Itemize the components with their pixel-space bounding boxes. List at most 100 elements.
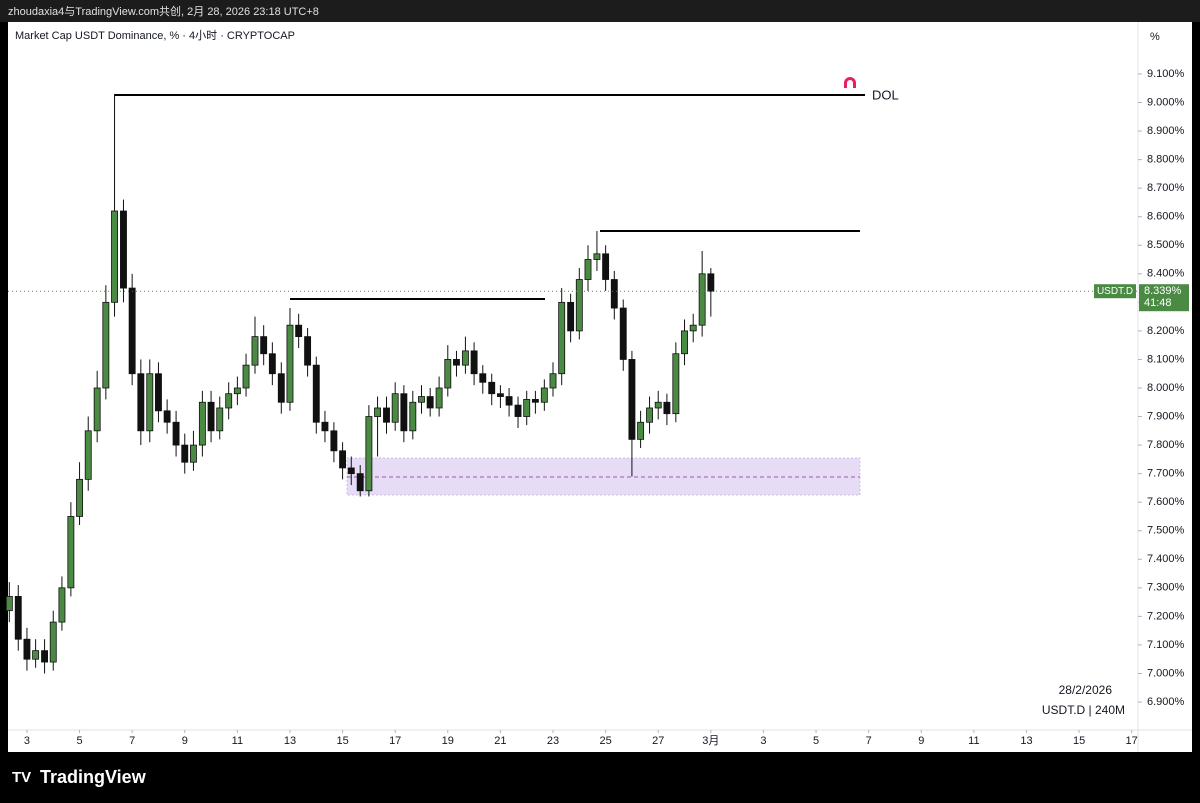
candle-body	[374, 407, 382, 417]
price-badge	[1139, 284, 1189, 312]
candle-body	[14, 595, 22, 640]
footer-logo: TV	[12, 769, 31, 786]
candle-body	[225, 393, 233, 409]
y-tick-label: 7.200%	[1147, 610, 1185, 622]
x-tick-label: 11	[232, 735, 243, 747]
candle-body	[172, 421, 180, 446]
x-tick-label: 17	[389, 735, 401, 747]
x-tick-label: 13	[1020, 735, 1032, 747]
interval-label: USDT.D | 240M	[1042, 703, 1125, 717]
candle-body	[681, 330, 688, 355]
x-tick-label: 11	[968, 735, 979, 747]
y-tick-label: 8.800%	[1147, 154, 1185, 166]
x-tick-label: 23	[547, 735, 559, 747]
y-tick-label: 8.900%	[1147, 125, 1185, 137]
candle-body	[260, 336, 268, 355]
candle-body	[84, 430, 92, 480]
candle-body	[514, 404, 522, 417]
candle-body	[663, 401, 671, 415]
x-tick-label: 15	[336, 735, 348, 747]
candle-body	[610, 279, 618, 309]
y-tick-label: 8.500%	[1147, 239, 1185, 251]
candle-body	[277, 373, 285, 403]
y-tick-label: 7.300%	[1147, 582, 1185, 594]
y-tick-label: 8.000%	[1147, 382, 1185, 394]
x-tick-label: 9	[918, 735, 924, 747]
candle-body	[295, 324, 303, 338]
x-tick-label: 13	[284, 735, 296, 747]
candle-body	[128, 287, 136, 375]
candle-body	[198, 401, 206, 446]
y-tick-label: 7.900%	[1147, 410, 1185, 422]
candle-body	[207, 401, 215, 432]
y-tick-label: 9.000%	[1147, 96, 1185, 108]
candle-body	[531, 399, 539, 403]
candle-body	[654, 401, 662, 409]
candle-body	[356, 473, 364, 492]
candle-body	[41, 650, 49, 663]
candle-body	[505, 396, 513, 406]
candle-body	[216, 407, 224, 432]
candle-body	[163, 410, 171, 423]
candle-body	[426, 396, 434, 409]
candle-body	[146, 373, 154, 432]
candle-body	[558, 301, 566, 375]
candle-body	[637, 421, 645, 440]
candle-body	[619, 307, 627, 360]
y-tick-label: 7.100%	[1147, 639, 1185, 651]
symbol-label: USDT.D	[1097, 286, 1133, 297]
candle-body	[602, 253, 610, 280]
chart-title: Market Cap USDT Dominance, % · 4小时 · CRY…	[15, 29, 295, 42]
candle-body	[409, 401, 417, 432]
candle-body	[689, 324, 697, 332]
footer-bar	[0, 752, 1200, 803]
y-tick-label: 9.100%	[1147, 68, 1185, 80]
y-tick-label: 7.500%	[1147, 525, 1185, 537]
candle-body	[304, 336, 312, 366]
candle-body	[76, 478, 83, 517]
candle-body	[584, 259, 592, 280]
candle-body	[707, 273, 715, 292]
candle-body	[93, 387, 101, 432]
candle-body	[49, 621, 57, 663]
x-tick-label: 9	[182, 735, 188, 747]
candle-body	[321, 421, 329, 432]
y-tick-label: 7.800%	[1147, 439, 1185, 451]
candle-body	[400, 393, 408, 432]
x-tick-label: 5	[813, 735, 819, 747]
candle-body	[330, 430, 338, 452]
x-tick-label: 7	[129, 735, 135, 747]
y-tick-label: 6.900%	[1147, 696, 1185, 708]
header-bar	[0, 0, 1200, 22]
candle-body	[111, 210, 118, 303]
symbol-badge	[1094, 284, 1136, 299]
candle-body	[575, 279, 583, 332]
y-tick-label: 7.700%	[1147, 468, 1185, 480]
unit-label: %	[1150, 31, 1160, 43]
candle-body	[383, 407, 390, 423]
x-tick-label: 27	[652, 735, 664, 747]
annotation: DOL	[872, 87, 899, 102]
y-tick-label: 8.400%	[1147, 268, 1185, 280]
candle-body	[593, 253, 601, 260]
candle-body	[365, 416, 373, 492]
candle-body	[435, 387, 443, 409]
y-tick-label: 7.600%	[1147, 496, 1185, 508]
footer-brand: TradingView	[40, 767, 147, 787]
x-tick-label: 15	[1073, 735, 1085, 747]
candle-body	[339, 450, 347, 469]
x-tick-label: 17	[1126, 735, 1138, 747]
date-label: 28/2/2026	[1059, 683, 1113, 697]
last-price-label: 8.339%	[1144, 285, 1182, 297]
candle-body	[347, 467, 355, 475]
candle-body	[672, 353, 680, 415]
plot-area	[8, 22, 1138, 730]
candle-body	[242, 364, 250, 389]
x-tick-label: 3月	[702, 735, 719, 747]
candle-body	[496, 393, 504, 397]
candle-body	[67, 516, 75, 589]
x-tick-label: 5	[76, 735, 82, 747]
countdown: 41:48	[1144, 297, 1172, 309]
x-tick-label: 7	[866, 735, 872, 747]
